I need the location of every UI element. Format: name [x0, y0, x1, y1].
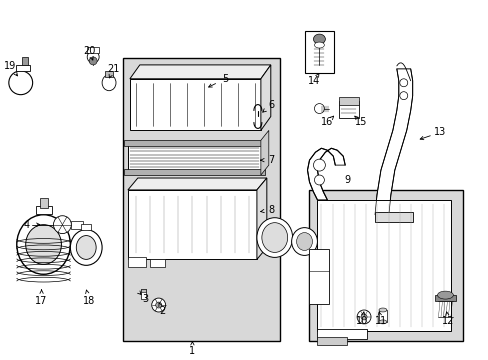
Ellipse shape: [314, 175, 324, 185]
Ellipse shape: [53, 216, 71, 234]
Bar: [149, 260, 164, 267]
Ellipse shape: [17, 215, 70, 274]
Ellipse shape: [89, 57, 97, 65]
Ellipse shape: [262, 223, 287, 252]
Bar: [309, 190, 462, 341]
Ellipse shape: [155, 302, 162, 308]
Text: 9: 9: [344, 175, 349, 185]
Bar: [128, 145, 260, 170]
Text: 3: 3: [142, 294, 148, 304]
Bar: [128, 257, 145, 267]
Polygon shape: [128, 178, 266, 190]
Bar: [317, 200, 450, 331]
Bar: [317, 337, 346, 345]
Bar: [434, 295, 455, 301]
Bar: [378, 310, 386, 322]
Text: 18: 18: [83, 296, 95, 306]
Ellipse shape: [102, 75, 116, 91]
Bar: [304, 31, 334, 73]
Polygon shape: [374, 69, 412, 215]
Ellipse shape: [256, 218, 292, 257]
Text: 4: 4: [23, 220, 30, 230]
Bar: [81, 224, 91, 230]
Text: 19: 19: [4, 61, 16, 71]
Bar: [130, 79, 260, 130]
Ellipse shape: [378, 320, 386, 324]
Bar: [309, 249, 328, 304]
Text: 8: 8: [268, 205, 274, 215]
Bar: [16, 65, 30, 71]
Text: 11: 11: [374, 316, 386, 326]
Bar: [141, 289, 145, 292]
Polygon shape: [307, 148, 345, 200]
Text: 5: 5: [222, 74, 228, 84]
Text: 20: 20: [83, 46, 95, 56]
Ellipse shape: [356, 310, 370, 324]
Ellipse shape: [360, 314, 366, 320]
Bar: [21, 57, 28, 65]
Bar: [87, 47, 99, 53]
Text: 13: 13: [433, 127, 446, 138]
Bar: [128, 190, 256, 260]
Ellipse shape: [9, 71, 33, 95]
Bar: [122, 58, 279, 341]
Text: 2: 2: [159, 306, 165, 316]
Ellipse shape: [313, 34, 325, 44]
Bar: [141, 289, 145, 299]
Polygon shape: [260, 65, 270, 130]
Ellipse shape: [76, 235, 96, 260]
Bar: [123, 169, 264, 175]
Ellipse shape: [399, 92, 407, 100]
Bar: [105, 71, 113, 77]
Bar: [123, 140, 264, 146]
Ellipse shape: [437, 291, 452, 299]
Text: 17: 17: [35, 296, 48, 306]
Bar: [339, 100, 358, 118]
Ellipse shape: [296, 233, 312, 251]
Polygon shape: [260, 130, 268, 175]
Text: 15: 15: [354, 117, 366, 127]
Bar: [40, 198, 47, 208]
Text: 12: 12: [441, 316, 454, 326]
Polygon shape: [130, 65, 270, 79]
Ellipse shape: [87, 51, 99, 63]
Bar: [339, 96, 358, 105]
Bar: [71, 221, 83, 229]
Text: 21: 21: [106, 64, 119, 74]
Ellipse shape: [378, 308, 386, 312]
Bar: [36, 206, 51, 214]
Text: 16: 16: [321, 117, 333, 127]
Ellipse shape: [314, 42, 324, 48]
Text: 6: 6: [268, 100, 274, 109]
Polygon shape: [256, 178, 266, 260]
Bar: [374, 212, 412, 222]
Ellipse shape: [314, 104, 324, 113]
Ellipse shape: [399, 79, 407, 87]
Text: 10: 10: [355, 316, 367, 326]
Ellipse shape: [151, 298, 165, 312]
Text: 7: 7: [268, 155, 274, 165]
Ellipse shape: [291, 228, 317, 255]
Bar: [317, 329, 366, 339]
Text: 14: 14: [308, 76, 320, 86]
Text: 1: 1: [189, 346, 195, 356]
Ellipse shape: [70, 230, 102, 265]
Ellipse shape: [26, 225, 61, 264]
Ellipse shape: [313, 159, 325, 171]
